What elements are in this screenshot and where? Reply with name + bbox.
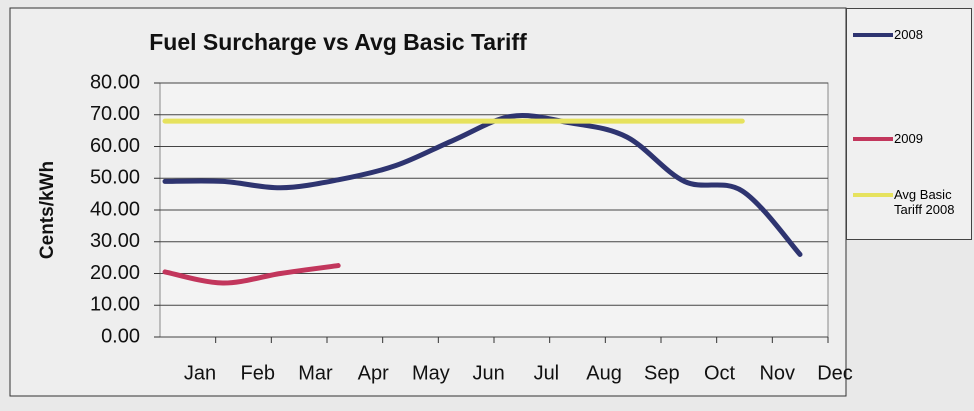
- x-tick-label: May: [412, 362, 450, 384]
- x-tick-label: Sep: [644, 362, 680, 384]
- legend-entry: 2009: [853, 131, 960, 146]
- y-tick-label: 40.00: [90, 198, 140, 220]
- x-tick-label: Dec: [817, 362, 853, 384]
- legend-label: 2009: [894, 131, 923, 146]
- legend-entry: 2008: [853, 27, 960, 42]
- y-axis-label: Cents/kWh: [37, 161, 58, 259]
- x-tick-label: Oct: [704, 362, 736, 384]
- series-line: [162, 263, 341, 286]
- x-tick-label: Jun: [473, 362, 505, 384]
- y-tick-label: 50.00: [90, 167, 140, 189]
- y-tick-label: 70.00: [90, 103, 140, 125]
- x-tick-label: Jul: [534, 362, 560, 384]
- x-tick-label: Apr: [358, 362, 389, 384]
- x-tick-label: Nov: [759, 362, 795, 384]
- x-tick-label: Mar: [298, 362, 333, 384]
- x-tick-label: Feb: [240, 362, 274, 384]
- legend: 2008 2009 Avg Basic Tariff 2008: [846, 8, 972, 240]
- legend-swatch: [853, 33, 893, 37]
- legend-label: 2008: [894, 27, 923, 42]
- x-tick-label: Jan: [184, 362, 216, 384]
- y-tick-label: 20.00: [90, 262, 140, 284]
- y-tick-label: 30.00: [90, 230, 140, 252]
- x-tick-label: Aug: [586, 362, 622, 384]
- y-tick-label: 10.00: [90, 294, 140, 316]
- y-tick-label: 0.00: [101, 325, 140, 347]
- chart-title: Fuel Surcharge vs Avg Basic Tariff: [149, 29, 527, 55]
- legend-entry: Avg Basic Tariff 2008: [853, 187, 960, 217]
- y-tick-label: 80.00: [90, 71, 140, 93]
- legend-swatch: [853, 193, 893, 197]
- legend-swatch: [853, 137, 893, 141]
- legend-label: Avg Basic Tariff 2008: [894, 187, 955, 217]
- y-tick-label: 60.00: [90, 135, 140, 157]
